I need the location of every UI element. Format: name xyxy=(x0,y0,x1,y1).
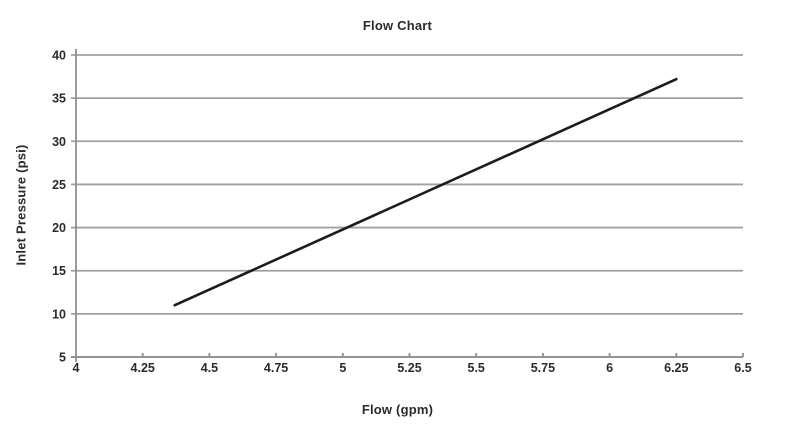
x-tick-label: 5 xyxy=(339,361,346,375)
x-axis-title: Flow (gpm) xyxy=(361,402,434,417)
x-tick-label: 5.75 xyxy=(531,361,555,375)
x-tick-label: 4.25 xyxy=(131,361,155,375)
x-tick-label: 6.25 xyxy=(664,361,688,375)
y-tick-label: 15 xyxy=(52,264,66,278)
x-tick-label: 6 xyxy=(606,361,613,375)
y-tick-label: 25 xyxy=(52,178,66,192)
y-tick-label: 5 xyxy=(59,351,66,365)
x-tick-label: 5.5 xyxy=(468,361,485,375)
y-tick-label: 40 xyxy=(52,49,66,63)
series-line xyxy=(173,77,678,307)
x-tick-label: 4.75 xyxy=(264,361,288,375)
x-tick-label: 6.5 xyxy=(734,361,751,375)
x-tick-label: 5.25 xyxy=(397,361,421,375)
y-tick-label: 30 xyxy=(52,135,66,149)
y-tick-label: 35 xyxy=(52,92,66,106)
y-tick-label: 20 xyxy=(52,221,66,235)
x-tick-label: 4 xyxy=(73,361,80,375)
x-tick-label: 4.5 xyxy=(201,361,218,375)
y-tick-label: 10 xyxy=(52,307,66,321)
chart-title: Flow Chart xyxy=(362,18,433,33)
